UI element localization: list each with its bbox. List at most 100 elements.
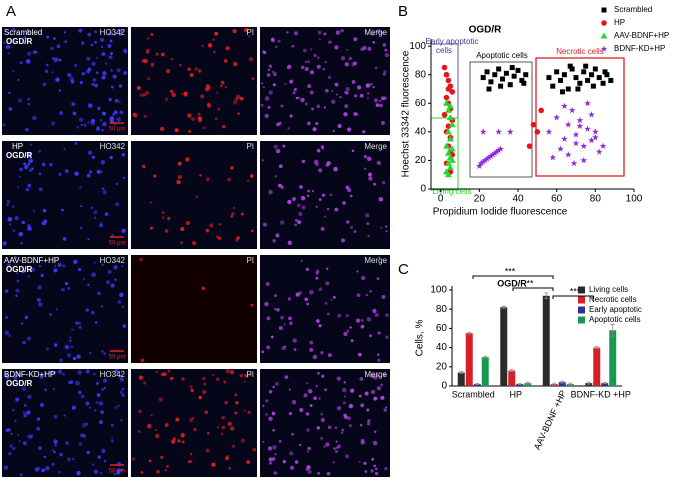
cell-nucleus	[71, 102, 76, 106]
cell-nucleus	[264, 96, 270, 101]
point	[564, 151, 572, 158]
cell-nucleus	[53, 268, 58, 273]
cell-nucleus	[87, 283, 90, 287]
cell-nucleus	[361, 275, 366, 281]
cell-nucleus	[90, 121, 95, 126]
cell-nucleus	[6, 44, 11, 49]
cell-nucleus	[374, 312, 379, 318]
cell-nucleus	[121, 228, 126, 234]
cell-nucleus	[234, 411, 238, 415]
cell-nucleus	[53, 450, 56, 454]
cell-nucleus	[309, 90, 314, 95]
point	[604, 72, 610, 78]
cell-nucleus	[118, 84, 123, 88]
cell-nucleus	[362, 45, 367, 51]
cell-nucleus	[189, 452, 193, 456]
cell-nucleus	[2, 41, 6, 45]
cell-nucleus	[103, 386, 106, 390]
y-tick-label: 40	[436, 342, 448, 353]
cell-nucleus	[181, 440, 185, 444]
cell-nucleus	[12, 70, 15, 73]
cell-nucleus	[119, 33, 122, 36]
point	[446, 135, 454, 142]
micrograph	[131, 369, 257, 477]
cell-nucleus	[53, 439, 58, 444]
cell-nucleus	[334, 450, 338, 453]
cell-nucleus	[261, 350, 265, 354]
cell-nucleus	[275, 233, 280, 238]
point	[584, 99, 591, 107]
cell-nucleus	[110, 283, 115, 288]
cell-nucleus	[76, 470, 81, 476]
cell-nucleus	[32, 210, 36, 213]
cell-nucleus	[141, 59, 146, 63]
cell-nucleus	[27, 97, 30, 101]
cell-nucleus	[96, 127, 100, 131]
cell-nucleus	[381, 295, 386, 299]
cell-nucleus	[6, 263, 11, 268]
cell-nucleus	[307, 60, 311, 64]
cell-nucleus	[243, 380, 247, 383]
cell-nucleus	[205, 228, 210, 233]
cell-nucleus	[63, 31, 66, 34]
chart-title: OGD/R	[497, 278, 527, 288]
cell-nucleus	[107, 269, 112, 274]
cell-nucleus	[166, 69, 171, 74]
scale-bar-label: 50 μm	[109, 241, 126, 247]
cell-nucleus	[377, 331, 381, 335]
cell-nucleus	[300, 65, 305, 70]
cell-nucleus	[67, 286, 71, 290]
cell-nucleus	[92, 77, 97, 82]
cell-nucleus	[223, 380, 227, 384]
cell-nucleus	[251, 77, 255, 80]
cell-nucleus	[312, 190, 315, 193]
cell-nucleus	[303, 48, 307, 53]
cell-nucleus	[314, 162, 319, 167]
y-axis-label: Cells, %	[415, 320, 426, 357]
cell-nucleus	[327, 353, 332, 358]
point	[564, 121, 572, 128]
cell-nucleus	[374, 471, 379, 476]
cell-nucleus	[91, 155, 95, 159]
cell-nucleus	[262, 86, 265, 89]
cell-nucleus	[74, 64, 78, 67]
cell-nucleus	[229, 369, 235, 375]
cell-nucleus	[350, 225, 354, 229]
cell-nucleus	[346, 127, 352, 132]
cell-nucleus	[120, 468, 123, 472]
cell-nucleus	[51, 462, 55, 466]
cell-nucleus	[5, 428, 9, 432]
x-tick-label: AAV-BDNF +HP	[532, 389, 568, 452]
cell-nucleus	[99, 223, 103, 228]
cell-nucleus	[143, 381, 147, 385]
point	[506, 128, 514, 135]
cell-nucleus	[336, 376, 341, 381]
cell-nucleus	[343, 112, 348, 117]
cell-nucleus	[346, 220, 350, 224]
cell-nucleus	[332, 461, 335, 464]
cell-nucleus	[146, 37, 149, 40]
cell-nucleus	[98, 401, 104, 406]
cell-nucleus	[21, 386, 27, 391]
cell-nucleus	[36, 297, 41, 303]
cell-nucleus	[351, 149, 355, 153]
point	[588, 136, 595, 144]
cell-nucleus	[234, 97, 238, 102]
cell-nucleus	[328, 40, 332, 44]
cell-nucleus	[59, 111, 64, 115]
cell-nucleus	[49, 162, 53, 167]
cell-nucleus	[348, 403, 354, 409]
error-bar	[501, 305, 506, 309]
cell-nucleus	[353, 112, 358, 116]
cell-nucleus	[116, 470, 121, 475]
cell-nucleus	[117, 404, 120, 407]
cell-nucleus	[192, 417, 195, 420]
cell-nucleus	[353, 37, 358, 42]
micrograph	[131, 27, 257, 135]
cell-nucleus	[271, 411, 276, 416]
cell-nucleus	[381, 181, 386, 185]
cell-nucleus	[36, 426, 41, 431]
cell-nucleus	[83, 123, 87, 127]
cell-nucleus	[310, 48, 313, 51]
cell-nucleus	[373, 396, 378, 401]
